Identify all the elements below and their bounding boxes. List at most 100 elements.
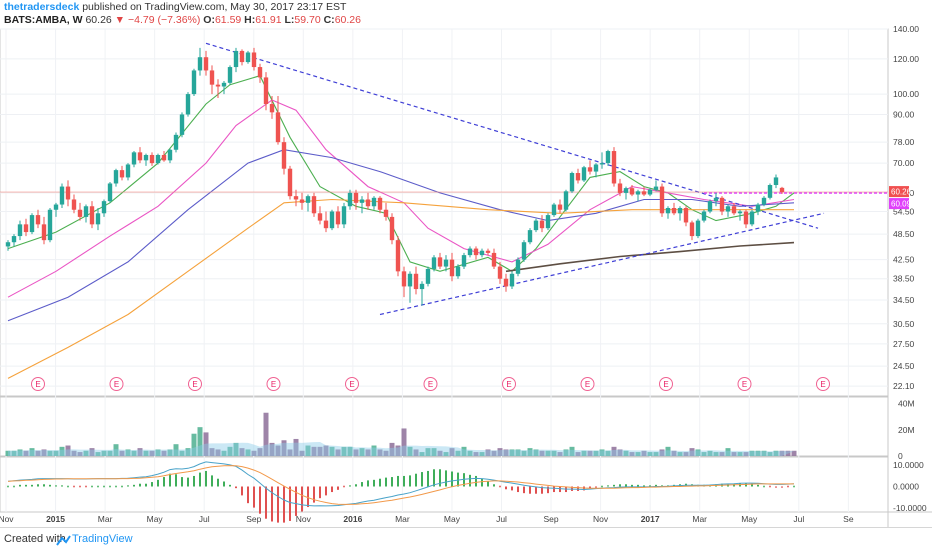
last-price: 60.26	[85, 14, 112, 26]
time-tick-label: May	[444, 514, 461, 524]
candle-body	[323, 220, 329, 229]
histogram-bar	[469, 474, 471, 487]
histogram-bar	[361, 482, 363, 487]
volume-bar	[155, 449, 161, 456]
candle-body	[473, 248, 479, 256]
histogram-bar	[445, 470, 447, 487]
histogram-bar	[25, 484, 27, 487]
brand-name[interactable]: TradingView	[72, 533, 133, 545]
earnings-marker-label: E	[820, 380, 825, 389]
histogram-bar	[133, 484, 135, 487]
price-tick-label: 48.50	[893, 229, 915, 239]
candle-body	[305, 196, 311, 203]
candle-body	[143, 154, 149, 161]
price-chart[interactable]: E E E E E E E E E E E 140.00 120.00 100.00 90.00 78.00…	[0, 0, 932, 527]
symbol-label[interactable]: BATS:AMBA, W	[4, 14, 83, 26]
candle-body	[515, 259, 521, 274]
candle-body	[23, 224, 29, 233]
volume-bar	[233, 442, 239, 456]
histogram-bar	[655, 484, 657, 487]
candle-body	[563, 191, 569, 210]
histogram-bar	[439, 469, 441, 487]
price-tick-label: 120.00	[893, 54, 919, 64]
volume-bar	[305, 445, 311, 456]
price-tick-label: 34.50	[893, 295, 915, 305]
candle-body	[647, 189, 653, 195]
volume-bar	[323, 445, 329, 456]
histogram-bar	[211, 475, 213, 487]
candle-body	[431, 257, 437, 269]
high-value: 61.91	[255, 14, 282, 26]
volume-bar	[785, 450, 791, 456]
histogram-dot	[103, 485, 105, 488]
candle-body	[347, 192, 353, 207]
earnings-marker-label: E	[585, 380, 590, 389]
moving-average-line	[505, 241, 795, 273]
histogram-bar	[553, 486, 555, 493]
volume-bar	[407, 446, 413, 456]
volume-bar	[299, 450, 305, 456]
candle-body	[269, 104, 275, 113]
time-tick-label: Jul	[199, 514, 210, 524]
candle-body	[341, 206, 347, 225]
histogram-bar	[415, 473, 417, 487]
volume-bar	[227, 446, 233, 456]
candle-body	[227, 67, 233, 83]
candle-body	[695, 220, 701, 237]
volume-bar	[83, 450, 89, 456]
candle-body	[407, 273, 413, 287]
volume-bar	[701, 452, 707, 456]
histogram-bar	[397, 475, 399, 487]
histogram-bar	[451, 471, 453, 487]
candle-body	[659, 186, 665, 214]
candle-body	[743, 211, 749, 225]
price-tick-label: 140.00	[893, 24, 919, 34]
earnings-marker-label: E	[428, 380, 433, 389]
candle-body	[167, 149, 173, 161]
histogram-bar	[517, 486, 519, 493]
candle-body	[755, 204, 761, 212]
volume-bar	[143, 450, 149, 456]
volume-bar	[341, 446, 347, 456]
histogram-bar	[151, 482, 153, 487]
histogram-dot	[13, 485, 15, 488]
histogram-bar	[307, 486, 309, 508]
volume-bar	[293, 438, 299, 456]
tradingview-logo-icon[interactable]	[56, 531, 156, 549]
time-tick-label: 2017	[641, 514, 660, 524]
candle-body	[101, 201, 107, 214]
author-name[interactable]: thetradersdeck	[4, 1, 80, 13]
candle-body	[5, 242, 11, 247]
histogram-dot	[115, 485, 117, 488]
histogram-bar	[589, 486, 591, 489]
histogram-bar	[613, 484, 615, 487]
candle-body	[713, 197, 719, 202]
high-label: H:	[244, 14, 256, 26]
volume-bar	[287, 449, 293, 456]
volume-bar	[491, 450, 497, 456]
time-tick-label: Jul	[793, 514, 804, 524]
open-value: 61.59	[214, 14, 242, 26]
volume-bar	[335, 449, 341, 456]
candle-body	[245, 52, 251, 63]
volume-bar	[725, 448, 731, 456]
volume-bar	[731, 452, 737, 456]
price-tick-label: 54.50	[893, 207, 915, 217]
volume-bar	[737, 452, 743, 456]
volume-bar	[137, 448, 143, 456]
volume-bar	[647, 452, 653, 456]
histogram-bar	[283, 486, 285, 523]
volume-bar	[101, 450, 107, 456]
candle-body	[449, 259, 455, 277]
candle-body	[611, 151, 617, 184]
histogram-bar	[661, 485, 663, 487]
panel-frame	[0, 396, 889, 457]
candle-body	[71, 199, 77, 210]
histogram-bar	[43, 484, 45, 487]
volume-bar	[179, 450, 185, 456]
histogram-bar	[409, 475, 411, 487]
candle-body	[545, 215, 551, 229]
volume-bar	[665, 446, 671, 456]
volume-bar	[215, 449, 221, 456]
